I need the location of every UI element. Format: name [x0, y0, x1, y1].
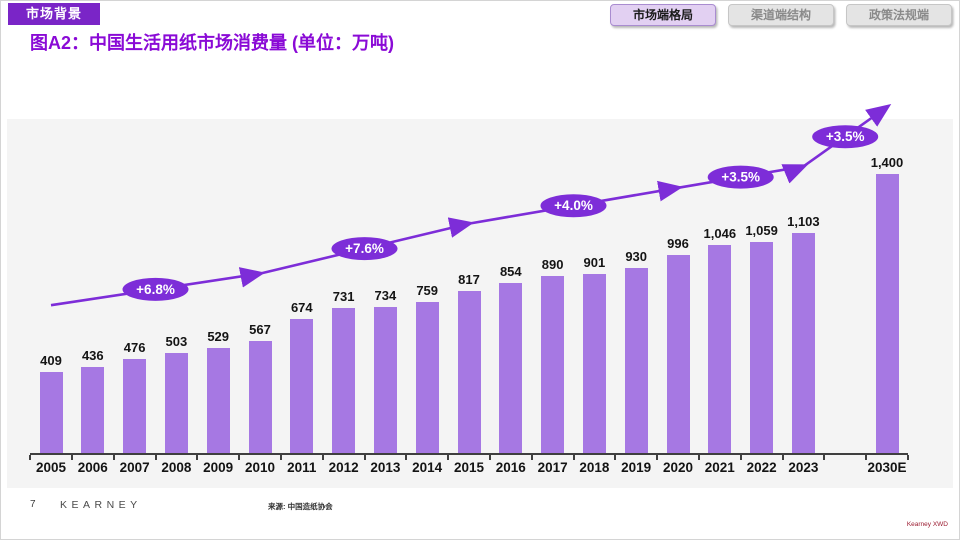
axis-tick — [321, 455, 324, 460]
bar-2015 — [457, 290, 481, 453]
bar-2022 — [750, 242, 774, 453]
source-note: 来源: 中国造纸协会 — [268, 502, 333, 511]
bar-2017 — [541, 276, 565, 453]
section-tag: 市场背景 — [8, 3, 101, 25]
bar-value-label: 503 — [165, 334, 188, 350]
tab-2[interactable]: 政策法规端 — [846, 4, 952, 26]
bar-2030E — [875, 174, 899, 453]
axis-tick — [906, 455, 909, 460]
bar-2021 — [708, 244, 732, 453]
axis-tick — [154, 455, 157, 460]
bar-2013 — [373, 307, 397, 453]
axis-tick — [112, 455, 115, 460]
x-axis-label: 2021 — [704, 460, 735, 475]
axis-tick — [656, 455, 659, 460]
axis-tick — [488, 455, 491, 460]
bar-2009 — [206, 348, 230, 453]
axis-tick — [238, 455, 241, 460]
bar-2016 — [499, 283, 523, 453]
x-axis-label: 2008 — [161, 460, 192, 475]
bar-2019 — [624, 268, 648, 453]
bar-2011 — [290, 319, 314, 453]
x-axis-label: 2017 — [537, 460, 568, 475]
x-axis-label: 2015 — [453, 460, 485, 475]
x-axis-label: 2010 — [244, 460, 276, 475]
kearney-logo: KEARNEY — [60, 499, 142, 511]
bar-2005 — [39, 372, 63, 453]
bar-value-label: 529 — [207, 329, 230, 345]
axis-tick — [405, 455, 408, 460]
bar-value-label: 1,103 — [787, 214, 820, 230]
bar-2018 — [582, 273, 606, 453]
bar-value-label: 476 — [123, 339, 146, 355]
bar-value-label: 409 — [40, 353, 62, 369]
x-axis-label: 2022 — [746, 460, 777, 475]
page-number: 7 — [30, 499, 36, 510]
watermark: Kearney XWD — [906, 521, 948, 528]
bar-value-label: 1,400 — [870, 155, 904, 170]
axis-tick — [865, 455, 868, 460]
page-title: 图A2：中国生活用纸市场消费量 (单位：万吨) — [30, 33, 394, 53]
axis-tick — [196, 455, 199, 460]
bar-2014 — [415, 302, 439, 453]
x-axis-label: 2005 — [35, 460, 67, 475]
x-axis-label: 2011 — [287, 460, 317, 475]
x-axis — [30, 453, 908, 455]
x-axis-label: 2012 — [328, 460, 359, 475]
bar-2023 — [791, 233, 815, 453]
axis-tick — [29, 455, 32, 460]
bar-2007 — [123, 358, 147, 453]
axis-tick — [530, 455, 533, 460]
bar-value-label: 436 — [81, 347, 104, 363]
axis-tick — [697, 455, 700, 460]
axis-tick — [572, 455, 575, 460]
axis-tick — [363, 455, 366, 460]
x-axis-label: 2007 — [119, 460, 150, 475]
axis-tick — [823, 455, 826, 460]
bar-2010 — [248, 340, 272, 453]
tab-0[interactable]: 市场端格局 — [610, 4, 716, 26]
tab-1[interactable]: 渠道端结构 — [728, 4, 834, 26]
bar-2012 — [332, 307, 356, 453]
axis-tick — [70, 455, 73, 460]
bar-2020 — [666, 254, 690, 453]
x-axis-label: 2023 — [788, 460, 819, 475]
bar-value-label: 930 — [625, 249, 648, 264]
x-axis-label: 2018 — [579, 460, 610, 475]
axis-tick — [781, 455, 784, 460]
bar-2006 — [81, 366, 105, 453]
x-axis-label: 2009 — [203, 460, 234, 475]
axis-tick — [279, 455, 282, 460]
axis-tick — [614, 455, 617, 460]
axis-tick — [447, 455, 450, 460]
bar-2008 — [164, 353, 188, 453]
bar-value-label: 567 — [249, 321, 271, 337]
x-axis-label: 2019 — [621, 460, 652, 475]
x-axis-label: 2030E — [867, 460, 907, 475]
x-axis-label: 2013 — [370, 460, 401, 475]
x-axis-label: 2016 — [495, 460, 526, 475]
tab-bar: 市场端格局 渠道端结构 政策法规端 — [610, 4, 952, 26]
axis-tick — [739, 455, 742, 460]
x-axis-label: 2006 — [77, 460, 108, 475]
x-axis-label: 2020 — [662, 460, 694, 475]
x-axis-label: 2014 — [412, 460, 443, 475]
